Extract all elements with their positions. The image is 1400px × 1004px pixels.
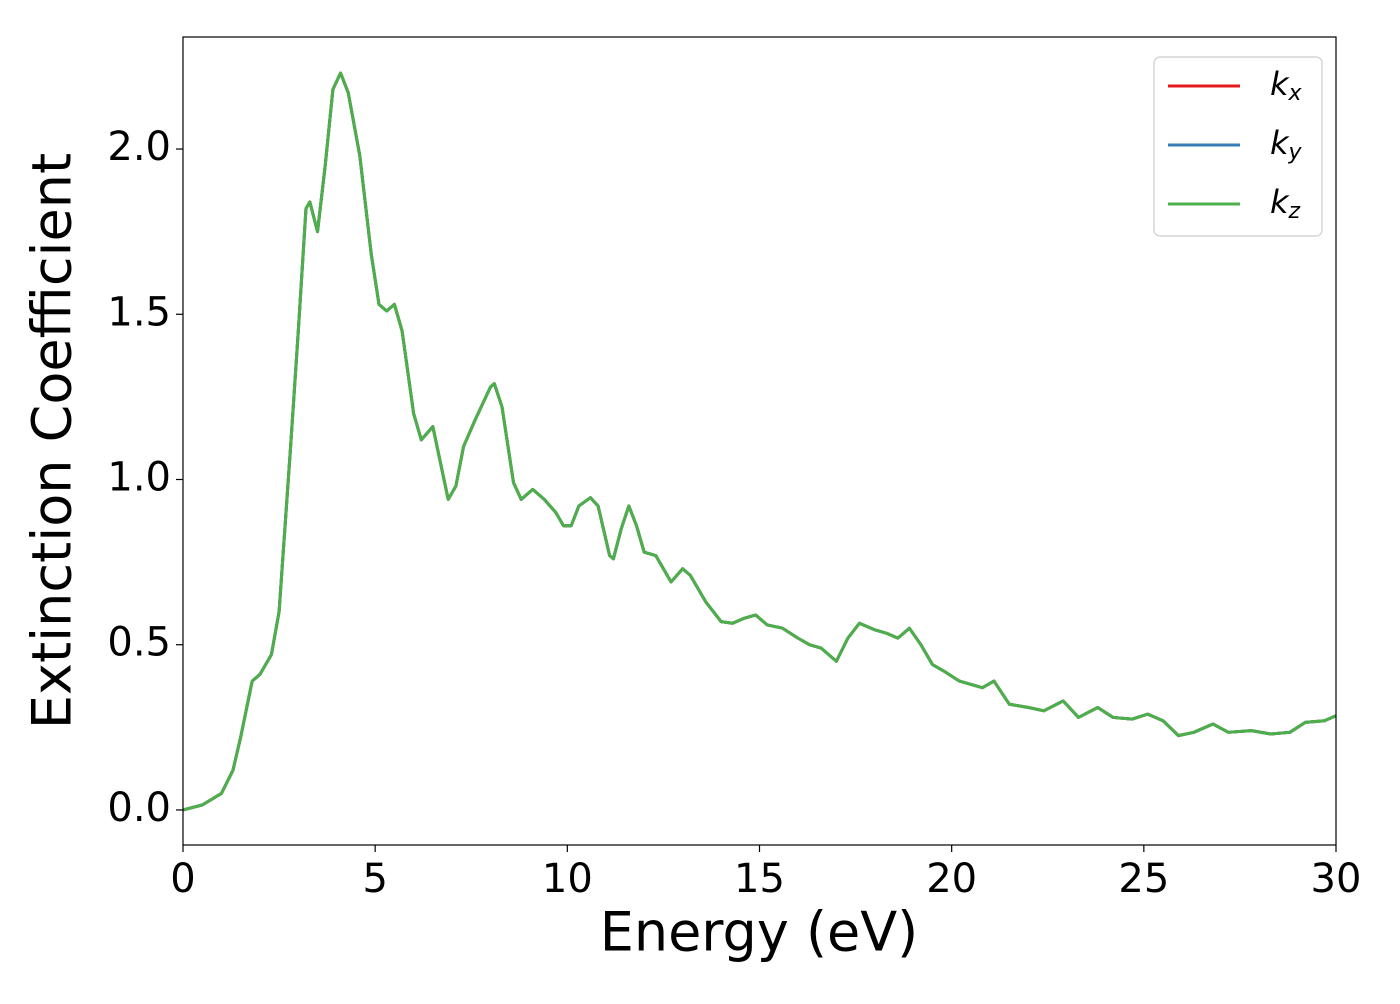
x-tick-label: 25 [1118,856,1169,902]
y-tick-label: 2.0 [107,124,171,170]
y-tick-label: 0.0 [107,785,171,831]
y-axis-label: Extinction Coefficient [21,153,84,729]
x-tick-label: 30 [1311,856,1362,902]
x-tick-label: 5 [362,856,387,902]
y-tick-label: 0.5 [107,620,171,666]
y-tick-label: 1.5 [107,289,171,335]
x-tick-label: 15 [734,856,785,902]
data-line [183,71,1336,812]
x-tick-label: 0 [170,856,195,902]
x-tick-label: 10 [542,856,593,902]
legend-label: kz [1270,183,1301,224]
legend-label: ky [1270,124,1303,165]
x-axis-label: Energy (eV) [600,901,919,964]
legend-label: kx [1270,65,1303,106]
x-tick-label: 20 [926,856,977,902]
plot-frame [182,36,1337,846]
y-tick-label: 1.0 [107,454,171,500]
